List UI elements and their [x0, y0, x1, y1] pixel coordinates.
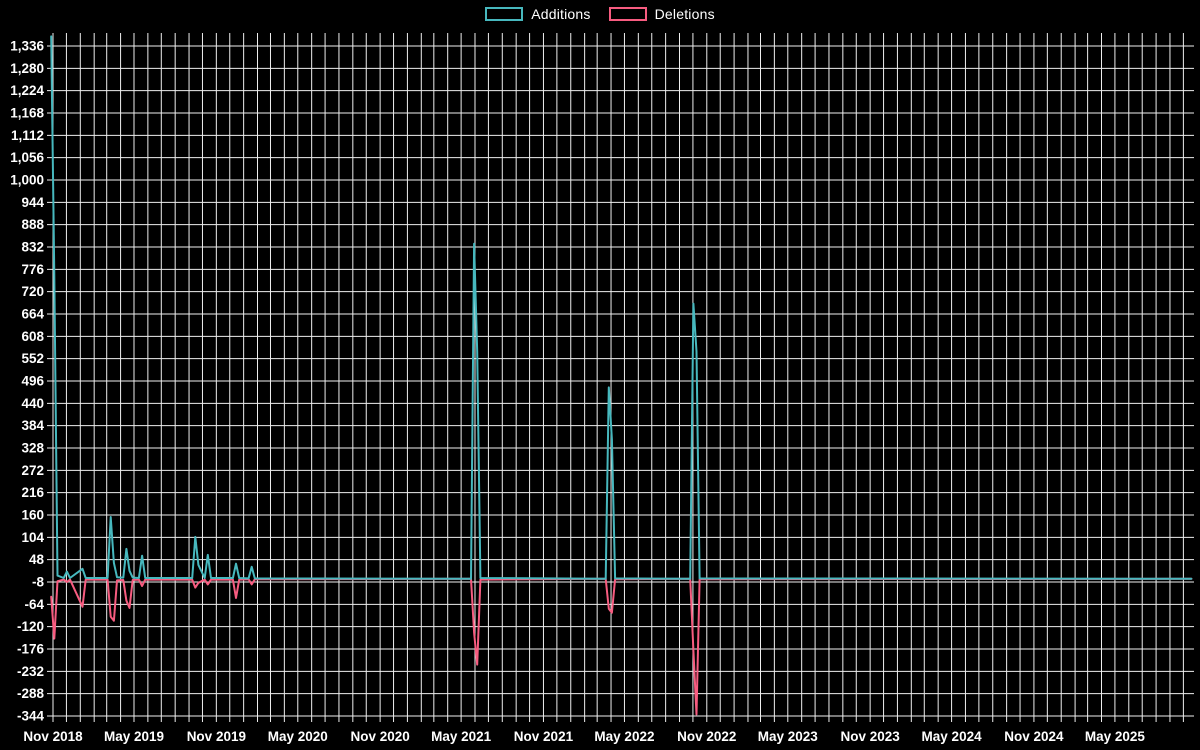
- y-tick-label: 1,168: [10, 106, 44, 121]
- x-tick-label: Nov 2023: [840, 729, 900, 744]
- y-tick-label: 776: [21, 262, 44, 277]
- x-tick-label: Nov 2019: [187, 729, 246, 744]
- legend-item-deletions[interactable]: Deletions: [608, 6, 715, 22]
- y-tick-label: 160: [21, 508, 44, 523]
- y-tick-label: -64: [24, 597, 44, 612]
- y-tick-label: 496: [21, 374, 44, 389]
- y-tick-label: 48: [29, 552, 45, 567]
- y-tick-label: 552: [21, 351, 44, 366]
- y-tick-label: -120: [17, 619, 44, 634]
- y-tick-label: 888: [21, 217, 44, 232]
- y-tick-label: 1,280: [10, 61, 44, 76]
- x-tick-label: Nov 2021: [514, 729, 574, 744]
- y-tick-label: -288: [17, 686, 45, 701]
- deletions-swatch-icon: [608, 7, 647, 21]
- y-tick-label: 1,000: [10, 173, 44, 188]
- y-tick-label: 1,056: [10, 150, 44, 165]
- x-tick-label: May 2021: [431, 729, 492, 744]
- y-tick-label: 440: [21, 396, 44, 411]
- y-tick-label: 104: [21, 530, 44, 545]
- y-tick-label: -344: [17, 709, 45, 724]
- deletions-legend-label: Deletions: [654, 6, 715, 22]
- x-tick-label: May 2022: [594, 729, 654, 744]
- axis-labels: Nov 2018 May 2019 Nov 2019 May 2020 Nov 2020…: [10, 39, 1145, 745]
- y-tick-label: -176: [17, 642, 45, 657]
- chart-legend: Additions Deletions: [0, 6, 1200, 22]
- gridlines: [47, 33, 1194, 722]
- x-tick-label: May 2019: [104, 729, 164, 744]
- x-tick-label: May 2020: [268, 729, 328, 744]
- y-tick-label: 272: [21, 463, 44, 478]
- additions-line: [50, 35, 1193, 580]
- deletions-line: [50, 577, 1193, 716]
- y-tick-label: 384: [21, 418, 44, 433]
- y-tick-label: 664: [21, 307, 44, 322]
- y-tick-label: 216: [21, 485, 44, 500]
- y-tick-label: 832: [21, 240, 44, 255]
- x-tick-label: Nov 2020: [350, 729, 409, 744]
- y-tick-label: -232: [17, 664, 44, 679]
- x-tick-label: May 2025: [1085, 729, 1146, 744]
- y-tick-label: -8: [32, 575, 44, 590]
- x-tick-label: May 2023: [758, 729, 819, 744]
- y-tick-label: 328: [21, 441, 44, 456]
- additions-swatch-icon: [485, 7, 524, 21]
- y-tick-label: 944: [21, 195, 44, 210]
- y-tick-label: 1,112: [11, 128, 44, 143]
- y-tick-label: 1,336: [10, 39, 44, 54]
- x-tick-label: Nov 2024: [1004, 729, 1064, 744]
- additions-legend-label: Additions: [531, 6, 591, 22]
- x-tick-label: Nov 2022: [677, 729, 736, 744]
- x-tick-label: May 2024: [922, 729, 983, 744]
- legend-item-additions[interactable]: Additions: [485, 6, 590, 22]
- y-tick-label: 1,224: [10, 83, 44, 98]
- y-tick-label: 720: [21, 284, 44, 299]
- x-tick-label: Nov 2018: [23, 729, 83, 744]
- y-tick-label: 608: [21, 329, 44, 344]
